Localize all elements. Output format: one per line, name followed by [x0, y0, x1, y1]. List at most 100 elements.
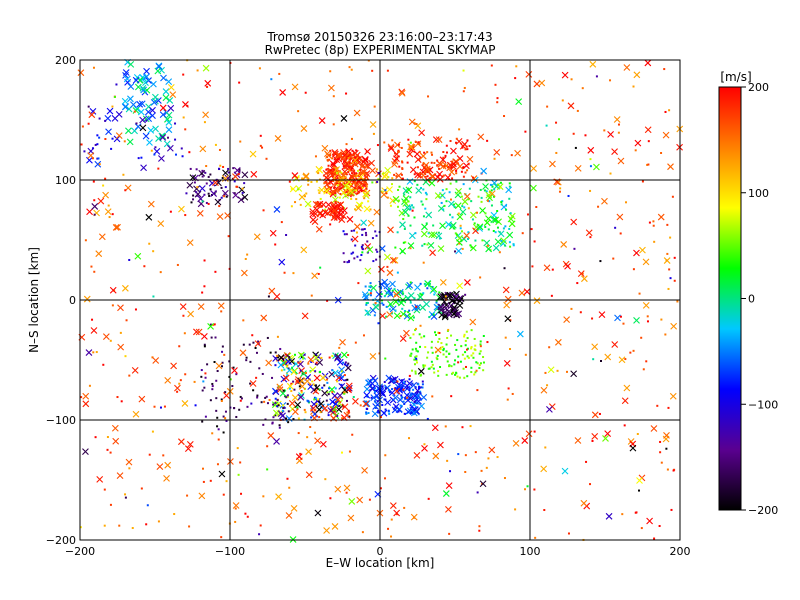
data-point-cross — [386, 311, 394, 318]
data-point — [262, 495, 265, 498]
data-point-cross — [480, 167, 488, 175]
data-point — [589, 158, 592, 161]
data-point — [445, 188, 448, 191]
data-point — [345, 491, 348, 494]
data-point — [290, 205, 293, 208]
data-point — [148, 242, 151, 245]
data-point — [218, 148, 221, 151]
data-point — [480, 200, 483, 203]
data-point — [422, 261, 425, 264]
data-point — [336, 380, 339, 383]
data-point — [318, 388, 321, 391]
data-point — [428, 316, 431, 319]
data-point-cross — [329, 398, 336, 406]
data-point — [301, 177, 304, 180]
data-point — [346, 364, 349, 367]
data-point — [402, 218, 405, 221]
data-point-cross — [574, 437, 582, 444]
data-point — [266, 468, 269, 471]
data-point — [449, 470, 452, 473]
data-point — [574, 146, 577, 149]
data-point-cross — [303, 377, 311, 385]
data-point — [470, 354, 473, 357]
data-point — [181, 155, 184, 158]
data-point — [475, 369, 478, 372]
data-point-cross — [111, 424, 119, 432]
data-point — [250, 402, 253, 405]
data-point — [368, 289, 371, 292]
data-point — [514, 508, 517, 511]
data-point — [359, 259, 362, 262]
data-point — [352, 251, 355, 254]
data-point — [387, 527, 390, 530]
data-point — [298, 379, 301, 382]
data-point — [417, 383, 420, 386]
data-point — [464, 339, 467, 342]
data-point — [124, 189, 127, 192]
data-point-cross — [215, 362, 223, 370]
data-point — [215, 379, 218, 382]
data-point — [508, 227, 511, 230]
data-point — [315, 397, 318, 400]
data-point — [390, 293, 393, 296]
data-point — [401, 290, 404, 293]
data-point-cross — [413, 392, 421, 400]
data-point — [435, 301, 438, 304]
data-point — [376, 144, 379, 147]
data-point — [239, 461, 242, 464]
data-point — [268, 398, 271, 401]
data-point — [432, 367, 435, 370]
data-point — [222, 165, 225, 168]
data-point-cross — [127, 61, 135, 68]
data-point — [557, 138, 560, 141]
data-point — [331, 390, 334, 393]
data-point — [409, 281, 412, 284]
data-point — [345, 92, 348, 95]
data-point-cross — [361, 155, 369, 163]
data-point — [234, 520, 237, 523]
data-point-cross — [525, 70, 533, 78]
data-point — [200, 375, 203, 378]
data-point-cross — [455, 239, 463, 246]
data-point — [373, 387, 376, 390]
data-point — [411, 369, 414, 372]
data-point — [290, 382, 293, 385]
data-point — [222, 431, 225, 434]
data-point — [416, 350, 419, 353]
data-point-cross — [428, 231, 436, 239]
data-point — [373, 390, 376, 393]
data-point — [346, 261, 349, 264]
data-point — [456, 339, 459, 342]
data-point-cross — [319, 211, 327, 219]
data-point — [511, 392, 514, 395]
data-point-cross — [574, 164, 582, 172]
data-point — [327, 164, 330, 167]
data-point — [401, 177, 404, 180]
data-point — [567, 532, 570, 535]
data-point — [320, 356, 323, 359]
data-point — [647, 140, 650, 143]
x-tick-label: 0 — [377, 545, 384, 558]
data-point — [451, 216, 454, 219]
data-point-cross — [163, 140, 171, 148]
data-point-cross — [106, 107, 114, 115]
data-point-cross — [309, 405, 317, 412]
data-point — [97, 157, 100, 160]
data-point — [319, 411, 322, 414]
data-point-cross — [321, 404, 329, 412]
data-point — [317, 398, 320, 401]
data-point — [314, 155, 317, 158]
data-point — [478, 525, 481, 528]
data-point — [391, 388, 394, 391]
data-point-cross — [159, 134, 167, 141]
data-point — [466, 139, 469, 142]
data-point — [111, 213, 114, 216]
data-point — [182, 116, 185, 119]
data-point — [259, 144, 262, 147]
data-point-cross — [570, 218, 578, 226]
data-point-cross — [419, 152, 427, 160]
data-point-cross — [274, 135, 282, 142]
data-point — [342, 361, 345, 364]
data-point — [412, 388, 415, 391]
data-point — [454, 359, 457, 362]
